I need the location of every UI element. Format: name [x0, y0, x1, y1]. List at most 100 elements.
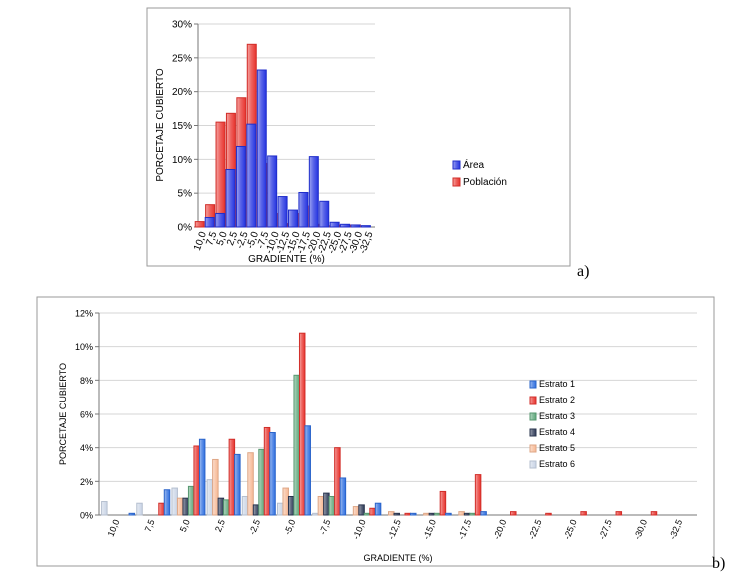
legend-swatch	[452, 160, 461, 170]
series-estrato-1	[128, 425, 487, 516]
x-tick-label: 2,5	[225, 230, 240, 247]
bar	[176, 497, 184, 516]
panel-label: b)	[712, 555, 725, 572]
y-tick-label: 5%	[178, 189, 193, 200]
y-tick-label: 12%	[75, 309, 93, 319]
bar	[319, 200, 330, 228]
bar	[308, 156, 319, 228]
bar	[276, 502, 284, 516]
legend-swatch	[529, 396, 537, 405]
bar	[136, 502, 143, 516]
bar	[340, 223, 351, 228]
bar	[474, 474, 482, 516]
y-tick-label: 10%	[172, 155, 192, 166]
legend-label: Área	[463, 158, 485, 171]
y-axis-title: PORCETAJE CUBIERTO	[155, 68, 166, 182]
bar	[298, 332, 306, 516]
legend-label: Estrato 3	[539, 411, 575, 421]
bar	[388, 511, 395, 516]
bar	[350, 224, 361, 228]
x-tick-label: 2,5	[213, 518, 227, 533]
bar	[580, 511, 587, 516]
x-tick-label: 5,0	[178, 518, 192, 533]
bar	[317, 495, 325, 516]
series-estrato-4	[182, 492, 471, 516]
bar	[217, 497, 225, 516]
y-tick-label: 0%	[178, 223, 193, 234]
legend-swatch	[452, 177, 461, 187]
bar	[469, 512, 476, 516]
x-axis-title: GRADIENTE (%)	[248, 254, 325, 265]
bar	[256, 69, 267, 228]
legend-label: Población	[463, 177, 507, 188]
bar	[198, 438, 206, 516]
bar	[293, 374, 300, 516]
bar	[358, 504, 365, 516]
y-tick-label: 10%	[75, 342, 93, 352]
x-tick-label: 5,0	[215, 230, 230, 247]
bar	[241, 495, 249, 516]
bar	[223, 499, 230, 516]
bar	[439, 490, 447, 516]
bar	[212, 458, 219, 516]
bar	[171, 487, 178, 516]
legend-label: Estrato 2	[539, 395, 575, 405]
bar	[252, 504, 260, 516]
bar	[234, 453, 241, 516]
bar	[352, 506, 360, 516]
chart-b: 0%2%4%6%8%10%12%10,0 7,5 5,0 2,5 -2,5 -5,0 -7,…	[36, 296, 725, 572]
bar	[328, 495, 336, 516]
y-tick-label: 25%	[172, 53, 192, 64]
bar	[193, 445, 200, 516]
bar	[650, 511, 658, 516]
bar	[463, 512, 471, 516]
bar	[404, 512, 411, 516]
x-tick-label: 7,5	[143, 518, 157, 533]
bar	[374, 502, 382, 516]
bar	[480, 511, 487, 516]
bar	[282, 487, 289, 516]
bar	[423, 512, 430, 516]
bar	[258, 448, 265, 516]
bar	[206, 479, 214, 516]
legend: Estrato 1 Estrato 2 Estrato 3 Estrato 4 Estr…	[529, 379, 575, 469]
x-tick-label: 7,5	[204, 230, 219, 247]
bar	[458, 511, 465, 516]
bar	[323, 492, 330, 516]
x-axis-title: GRADIENTE (%)	[363, 553, 432, 563]
y-tick-label: 2%	[80, 477, 93, 487]
legend-swatch	[529, 460, 537, 469]
legend-label: Estrato 6	[539, 459, 575, 469]
bar	[434, 512, 441, 516]
bar	[267, 155, 278, 228]
bar	[187, 485, 195, 516]
y-tick-label: 6%	[80, 410, 93, 420]
bar	[163, 489, 171, 516]
bar	[263, 426, 271, 516]
bar	[393, 512, 400, 516]
bar	[369, 507, 376, 516]
legend-label: Estrato 4	[539, 427, 575, 437]
bar	[410, 512, 417, 516]
y-tick-label: 30%	[172, 20, 192, 31]
bar	[304, 425, 311, 516]
bar	[194, 221, 205, 228]
series-estrato-6	[101, 479, 319, 516]
bar	[247, 452, 254, 516]
bar	[312, 512, 319, 516]
bar	[158, 502, 165, 516]
bar	[228, 438, 236, 516]
legend: Área Población	[452, 158, 507, 188]
legend-label: Estrato 1	[539, 379, 575, 389]
bar	[215, 121, 226, 228]
y-tick-label: 0%	[80, 511, 93, 521]
bar	[287, 495, 295, 516]
bar	[235, 145, 246, 228]
legend-swatch	[529, 380, 537, 389]
bar	[215, 212, 226, 228]
series--rea	[204, 69, 371, 228]
legend-swatch	[529, 412, 537, 421]
y-tick-label: 8%	[80, 376, 93, 386]
bar	[298, 191, 309, 228]
